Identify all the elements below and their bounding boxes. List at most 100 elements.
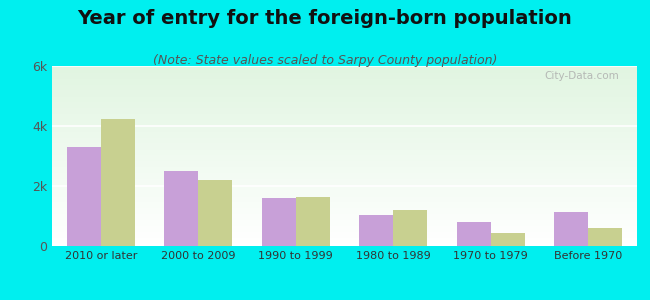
Bar <box>52 204 637 205</box>
Bar <box>52 166 637 167</box>
Bar <box>52 157 637 158</box>
Bar <box>359 214 393 246</box>
Bar <box>52 90 637 91</box>
Bar <box>52 153 637 154</box>
Bar <box>52 242 637 243</box>
Bar <box>52 181 637 182</box>
Bar <box>52 99 637 100</box>
Bar <box>52 83 637 84</box>
Bar <box>52 112 637 113</box>
Bar <box>52 228 637 229</box>
Bar <box>52 193 637 194</box>
Bar <box>52 139 637 140</box>
Bar <box>52 66 637 67</box>
Bar <box>52 111 637 112</box>
Bar <box>52 202 637 203</box>
Bar <box>52 148 637 149</box>
Bar <box>164 171 198 246</box>
Bar <box>52 184 637 185</box>
Bar <box>52 222 637 223</box>
Bar <box>52 152 637 153</box>
Bar <box>52 117 637 118</box>
Bar <box>52 172 637 173</box>
Bar <box>52 113 637 114</box>
Bar <box>52 102 637 103</box>
Bar <box>52 214 637 215</box>
Bar <box>52 88 637 89</box>
Bar <box>52 105 637 106</box>
Bar <box>52 135 637 136</box>
Bar <box>52 118 637 119</box>
Bar <box>52 131 637 132</box>
Bar <box>52 167 637 168</box>
Bar <box>52 198 637 199</box>
Bar <box>393 210 428 246</box>
Bar <box>52 168 637 169</box>
Bar <box>52 177 637 178</box>
Bar <box>52 140 637 141</box>
Bar <box>52 221 637 222</box>
Bar <box>52 195 637 196</box>
Text: Year of entry for the foreign-born population: Year of entry for the foreign-born popul… <box>77 9 573 28</box>
Bar <box>52 79 637 80</box>
Bar <box>52 145 637 146</box>
Bar <box>52 68 637 69</box>
Bar <box>52 245 637 246</box>
Bar <box>52 130 637 131</box>
Bar <box>52 84 637 85</box>
Bar <box>52 175 637 176</box>
Bar <box>52 201 637 202</box>
Bar <box>52 244 637 245</box>
Bar <box>52 230 637 231</box>
Bar <box>52 85 637 86</box>
Bar <box>52 115 637 116</box>
Bar <box>52 200 637 201</box>
Bar <box>52 238 637 239</box>
Bar <box>52 149 637 150</box>
Bar <box>52 176 637 177</box>
Bar <box>52 239 637 240</box>
Bar <box>52 78 637 79</box>
Bar <box>52 124 637 125</box>
Bar <box>52 185 637 186</box>
Bar <box>52 234 637 235</box>
Bar <box>52 100 637 101</box>
Bar <box>66 147 101 246</box>
Bar <box>52 205 637 206</box>
Bar <box>52 178 637 179</box>
Bar <box>52 93 637 94</box>
Bar <box>52 169 637 170</box>
Bar <box>52 119 637 120</box>
Bar <box>296 196 330 246</box>
Bar <box>52 165 637 166</box>
Bar <box>52 107 637 108</box>
Bar <box>52 160 637 161</box>
Bar <box>261 198 296 246</box>
Bar <box>52 159 637 160</box>
Bar <box>52 143 637 144</box>
Bar <box>52 217 637 218</box>
Bar <box>52 192 637 193</box>
Bar <box>52 114 637 115</box>
Bar <box>101 118 135 246</box>
Bar <box>52 98 637 99</box>
Bar <box>52 229 637 230</box>
Bar <box>52 103 637 104</box>
Bar <box>52 144 637 145</box>
Bar <box>52 125 637 126</box>
Bar <box>52 170 637 171</box>
Bar <box>52 231 637 232</box>
Bar <box>52 211 637 212</box>
Bar <box>52 215 637 216</box>
Bar <box>52 232 637 233</box>
Bar <box>52 120 637 121</box>
Bar <box>52 236 637 237</box>
Bar <box>52 227 637 228</box>
Bar <box>52 196 637 197</box>
Bar <box>52 182 637 183</box>
Bar <box>52 146 637 147</box>
Bar <box>52 212 637 213</box>
Bar <box>52 134 637 135</box>
Bar <box>52 169 637 170</box>
Bar <box>52 190 637 191</box>
